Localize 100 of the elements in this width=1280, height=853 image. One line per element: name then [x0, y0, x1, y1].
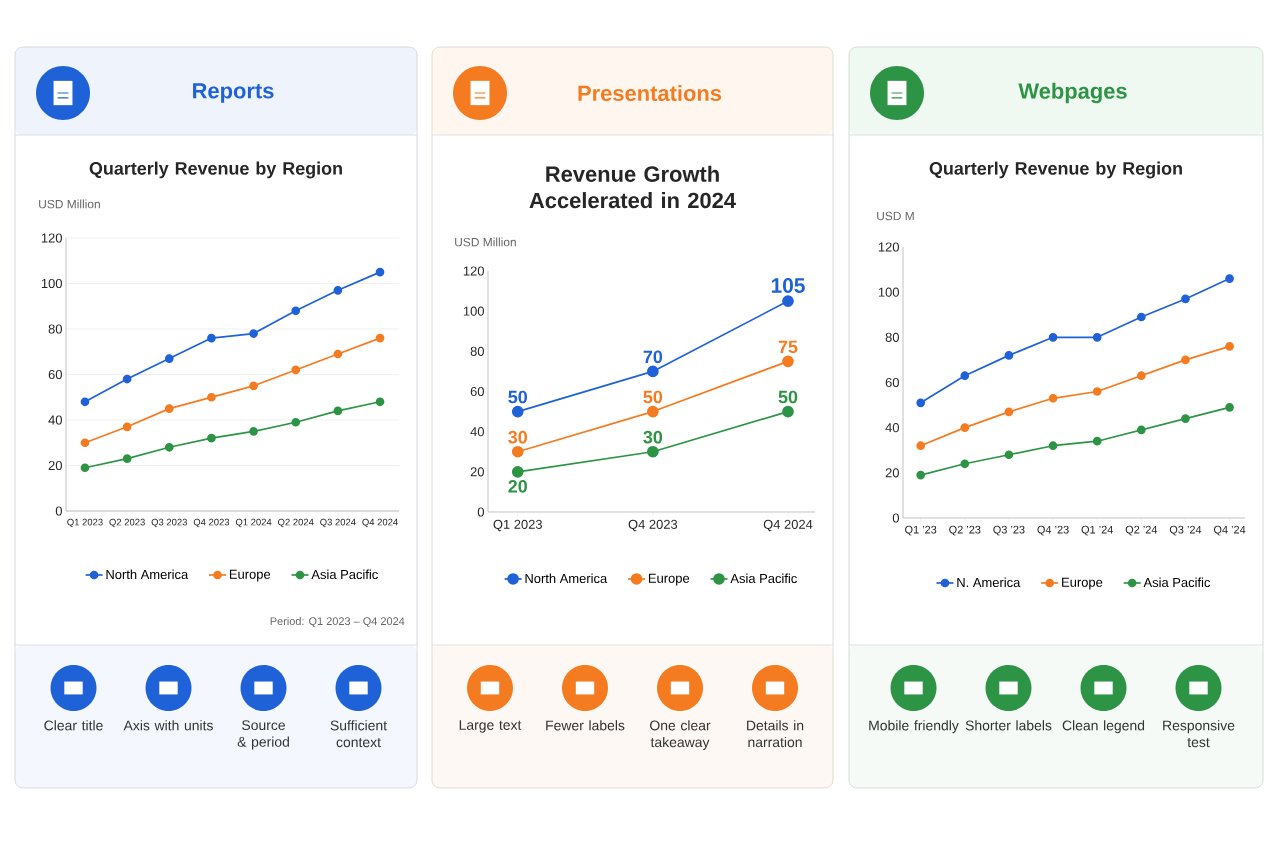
legend-label: North America — [525, 573, 608, 584]
y-tick-label: 0 — [892, 513, 899, 523]
point — [1136, 371, 1146, 381]
point — [1136, 425, 1146, 435]
x-tick-label: Q1 ’23 — [905, 525, 937, 536]
data-label: 70 — [643, 350, 663, 364]
point — [1048, 441, 1058, 451]
y-tick-label: 120 — [878, 242, 899, 252]
point — [1004, 351, 1014, 360]
legend-label: Europe — [229, 569, 271, 582]
source-note: Source & period — [237, 720, 289, 750]
point — [164, 404, 174, 413]
y-axis-title: USD M — [877, 211, 914, 221]
x-tick-label: Q1 2023 — [493, 519, 542, 532]
y-tick-label: 100 — [463, 306, 484, 316]
data-label: 50 — [643, 390, 663, 404]
text: Clean legend — [1062, 720, 1145, 734]
point — [647, 405, 659, 418]
point — [782, 355, 794, 368]
point — [207, 433, 216, 443]
x-tick-label: Q4 2024 — [763, 519, 813, 532]
point — [1004, 450, 1014, 460]
text: One clear takeaway — [650, 720, 711, 750]
x-tick-label: Q3 2023 — [151, 518, 187, 528]
y-tick-label: 20 — [48, 460, 62, 471]
point — [80, 397, 90, 407]
point — [80, 438, 90, 448]
point — [164, 354, 174, 363]
x-tick-label: Q1 ’24 — [1081, 525, 1113, 536]
point — [80, 463, 90, 473]
y-tick-label: 80 — [470, 346, 484, 356]
point — [511, 445, 524, 458]
data-label: 75 — [778, 340, 798, 354]
point — [249, 427, 258, 436]
point — [960, 371, 970, 381]
data-label: 30 — [643, 430, 663, 444]
point — [1225, 402, 1234, 412]
point — [333, 285, 343, 295]
chart-title: Presentations — [578, 84, 722, 102]
point — [1048, 393, 1058, 403]
x-tick-label: Q2 ’23 — [949, 525, 981, 536]
point — [1092, 332, 1102, 342]
x-tick-label: Q3 ’24 — [1169, 525, 1202, 536]
y-tick-label: 20 — [470, 467, 484, 477]
x-tick-label: Q1 2023 — [67, 518, 103, 528]
point — [916, 441, 926, 451]
x-tick-label: Q2 2023 — [109, 518, 145, 528]
point — [647, 445, 659, 458]
x-tick-label: Q4 2023 — [193, 518, 230, 528]
y-tick-label: 80 — [885, 332, 899, 342]
y-tick-label: 100 — [41, 278, 62, 289]
text: Large text — [459, 720, 522, 733]
point — [1136, 312, 1146, 322]
text: Shorter labels — [965, 720, 1052, 731]
x-tick-label: Q3 ’23 — [993, 525, 1025, 536]
y-tick-label: 60 — [48, 369, 62, 380]
point — [291, 365, 301, 375]
x-tick-label: Q4 2023 — [628, 519, 678, 532]
y-tick-label: 120 — [41, 233, 62, 243]
point — [333, 349, 343, 359]
y-tick-label: 60 — [885, 377, 899, 388]
legend-label: Asia Pacific — [311, 569, 378, 580]
point — [291, 417, 301, 427]
point — [333, 406, 343, 416]
point — [511, 465, 524, 478]
data-label: 20 — [508, 480, 527, 493]
y-tick-label: 20 — [885, 468, 899, 478]
chart-subtitle: Quarterly Revenue by Region — [929, 161, 1182, 179]
point — [511, 405, 524, 418]
point — [1225, 342, 1234, 351]
y-tick-label: 0 — [55, 506, 62, 516]
x-tick-label: Q4 ’23 — [1037, 525, 1069, 536]
data-label: 50 — [778, 390, 798, 404]
point — [916, 470, 926, 480]
x-tick-label: Q1 2024 — [235, 518, 272, 528]
y-tick-label: 120 — [463, 266, 484, 276]
y-axis-title: USD Million — [39, 199, 100, 209]
y-tick-label: 80 — [48, 324, 62, 334]
point — [164, 442, 174, 452]
text: Clear title — [44, 720, 103, 731]
text: Fewer labels — [546, 720, 625, 731]
point — [122, 422, 132, 432]
point — [1092, 436, 1102, 446]
chart-title: Reports — [193, 83, 274, 103]
data-label: 30 — [508, 430, 527, 444]
point — [1004, 407, 1014, 417]
x-tick-label: Q4 ’24 — [1213, 525, 1246, 536]
text: Period: Q1 2023 – Q4 2024 — [270, 616, 405, 627]
y-tick-label: 40 — [470, 427, 484, 437]
text: Responsive test — [1163, 720, 1235, 748]
point — [291, 306, 301, 316]
point — [249, 381, 258, 391]
legend-label: Europe — [648, 573, 690, 586]
chart-subtitle: Revenue Growth Accelerated in 2024 — [529, 165, 736, 209]
text: Sufficient context — [330, 720, 387, 748]
point — [647, 365, 659, 378]
data-label: 105 — [771, 278, 805, 293]
text: Details in narration — [747, 720, 804, 748]
legend-label: N. America — [957, 577, 1021, 588]
chart-subtitle: Quarterly Revenue by Region — [89, 161, 342, 179]
